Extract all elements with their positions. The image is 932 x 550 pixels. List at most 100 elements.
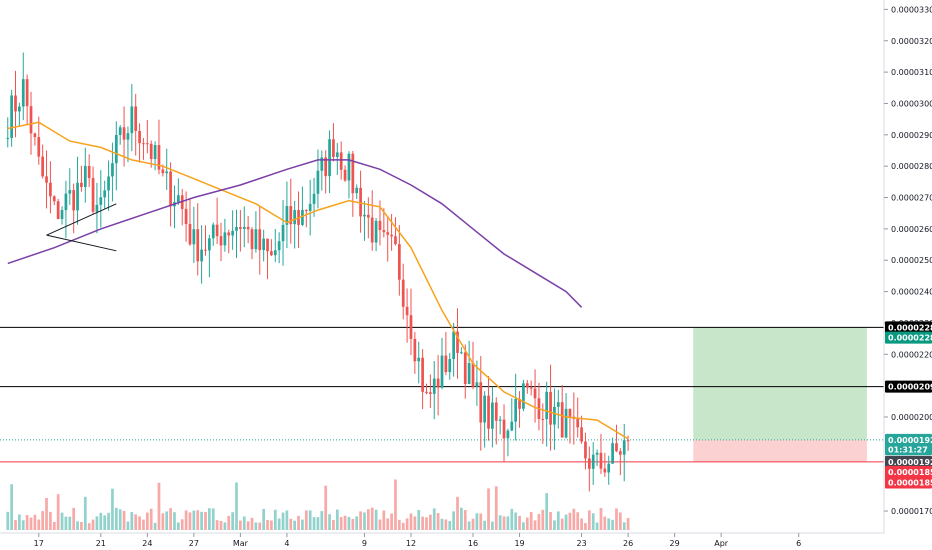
time-tick-label: 17 bbox=[34, 539, 44, 548]
price-label-text: 0.00001857 bbox=[888, 479, 932, 488]
volume-bar bbox=[522, 522, 525, 530]
volume-bar bbox=[118, 509, 122, 530]
volume-bar bbox=[80, 522, 83, 530]
candle-body bbox=[215, 224, 219, 237]
volume-bar bbox=[494, 486, 498, 530]
volume-bar bbox=[584, 523, 587, 530]
candle-body bbox=[611, 443, 614, 464]
volume-bar bbox=[432, 508, 436, 530]
volume-bar bbox=[142, 519, 145, 530]
candle-body bbox=[460, 352, 463, 354]
candle-body bbox=[169, 171, 172, 207]
candle-body bbox=[475, 382, 479, 387]
price-label-box bbox=[885, 331, 932, 344]
candle-body bbox=[277, 241, 281, 251]
candle-body bbox=[239, 227, 242, 229]
volume-bar bbox=[556, 511, 560, 530]
volume-bar bbox=[382, 510, 386, 530]
volume-bar bbox=[208, 508, 211, 530]
candle-body bbox=[444, 355, 448, 373]
candle-body bbox=[599, 452, 603, 469]
volume-bar bbox=[153, 522, 157, 530]
candle-body bbox=[607, 463, 611, 473]
volume-bar bbox=[312, 517, 316, 530]
candle-body bbox=[343, 169, 347, 181]
candle-body bbox=[448, 359, 452, 373]
candle-body bbox=[312, 193, 316, 204]
candle-body bbox=[328, 139, 331, 177]
candle-body bbox=[560, 402, 564, 438]
candle-body bbox=[29, 106, 33, 134]
volume-bar bbox=[297, 515, 300, 530]
volume-bar bbox=[343, 515, 347, 530]
candle-body bbox=[68, 190, 72, 194]
candle-body bbox=[211, 224, 215, 239]
volume-bar bbox=[483, 520, 487, 530]
volume-bar bbox=[10, 484, 13, 530]
wedge-drawing[interactable] bbox=[46, 203, 117, 252]
candle-body bbox=[285, 206, 289, 225]
volume-bar bbox=[506, 516, 510, 530]
volume-bar bbox=[64, 516, 68, 530]
candle-body bbox=[204, 249, 207, 251]
price-label-text: 0.00001857 bbox=[888, 468, 932, 477]
volume-bar bbox=[103, 515, 107, 530]
candle-body bbox=[339, 152, 343, 170]
price-label-text: 0.00001926 bbox=[888, 458, 932, 467]
time-tick-label: Apr bbox=[714, 539, 729, 548]
volume-bar bbox=[518, 515, 521, 530]
moving-average-line bbox=[7, 121, 629, 440]
volume-bar bbox=[359, 511, 362, 530]
time-tick-label: 9 bbox=[362, 539, 367, 548]
candle-body bbox=[584, 441, 587, 459]
time-tick-label: 19 bbox=[514, 539, 524, 548]
volume-bar bbox=[242, 516, 246, 530]
volume-bar bbox=[525, 517, 529, 530]
candle-body bbox=[409, 315, 413, 339]
candle-body bbox=[324, 157, 328, 177]
volume-bar bbox=[440, 518, 444, 530]
candle-body bbox=[304, 209, 308, 211]
volume-bar bbox=[347, 516, 351, 530]
horizontal-lines[interactable] bbox=[0, 326, 884, 463]
volume-bar bbox=[126, 521, 130, 530]
price-label-text: 01:31:27 bbox=[888, 445, 928, 454]
candle-body bbox=[432, 378, 436, 394]
candle-body bbox=[622, 440, 626, 455]
volume-bar bbox=[219, 521, 223, 530]
volume-bar bbox=[33, 514, 37, 530]
candle-body bbox=[114, 134, 118, 164]
price-tick-label: 0.00001700 bbox=[891, 507, 932, 516]
price-label-box bbox=[885, 455, 932, 468]
volume-bar bbox=[91, 519, 95, 530]
volume-bar bbox=[351, 518, 355, 530]
candle-body bbox=[467, 363, 471, 384]
volume-bar bbox=[436, 513, 440, 530]
volume-bar bbox=[114, 507, 118, 530]
candle-body bbox=[390, 234, 393, 237]
volume-bar bbox=[498, 515, 502, 530]
volume-bar bbox=[165, 511, 169, 530]
time-axis[interactable]: 17 21 24 27 Mar 4 9 12 16 19 23 26 29 Apr 6 bbox=[0, 532, 884, 548]
volume-bar bbox=[366, 509, 370, 530]
volume-bar bbox=[332, 519, 335, 530]
volume-bar bbox=[223, 522, 227, 530]
volume-bar bbox=[204, 511, 207, 530]
candle-body bbox=[289, 206, 293, 225]
candle-body bbox=[366, 214, 370, 218]
candle-body bbox=[25, 79, 29, 107]
long-position-tool[interactable] bbox=[693, 327, 867, 462]
candle-body bbox=[130, 106, 134, 134]
volume-bar bbox=[285, 510, 289, 530]
volume-bar bbox=[52, 521, 56, 530]
volume-bar bbox=[363, 512, 366, 530]
candle-body bbox=[142, 143, 145, 145]
candle-body bbox=[498, 419, 502, 421]
volume-bar bbox=[18, 514, 21, 530]
price-label-text: 0.00002284 bbox=[888, 334, 932, 343]
volume-bar bbox=[355, 516, 359, 530]
time-tick-label: 23 bbox=[576, 539, 586, 548]
